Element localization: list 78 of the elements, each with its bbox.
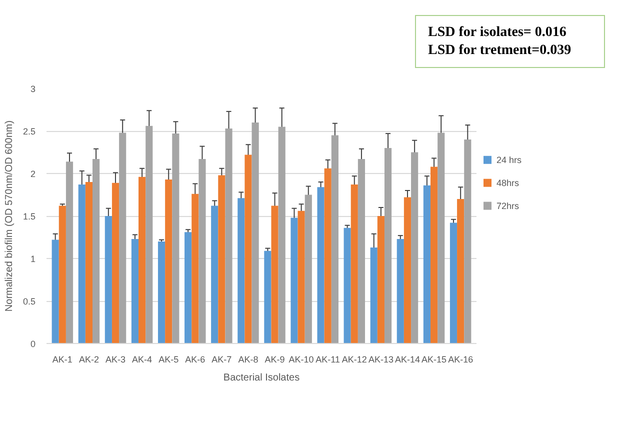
bar: [198, 159, 206, 344]
x-axis-title: Bacterial Isolates: [223, 372, 300, 384]
bar: [438, 132, 445, 344]
x-tick-label: AK-2: [78, 354, 99, 364]
bar: [290, 218, 298, 344]
text: LSD for tretment=0.039: [428, 42, 572, 58]
bar: [211, 206, 218, 344]
bar: [411, 152, 418, 344]
x-tick-label: AK-6: [185, 354, 206, 364]
x-tick-label: AK-10: [288, 354, 314, 364]
y-tick-label: 3: [30, 84, 36, 94]
bar: [331, 135, 338, 344]
bar: [78, 184, 86, 344]
bar: [131, 238, 139, 344]
bar: [423, 185, 430, 344]
bar: [119, 132, 126, 344]
bar: [85, 182, 93, 344]
bar: [317, 187, 324, 344]
bar: [350, 184, 358, 344]
bar: [324, 168, 332, 344]
bar: [165, 179, 172, 344]
bar: [384, 148, 392, 344]
bar: [192, 194, 199, 344]
x-tick-label: AK-12: [342, 354, 367, 364]
x-tick-label: AK-13: [368, 354, 394, 364]
x-tick-label: AK-15: [422, 354, 447, 364]
bar: [404, 197, 412, 344]
bar: [244, 154, 252, 344]
bar: [238, 198, 245, 344]
text: LSD for isolates= 0.016: [428, 25, 566, 40]
y-tick-label: 2.5: [22, 126, 36, 136]
x-tick-label: AK-11: [316, 354, 340, 364]
y-tick-label: 0: [30, 339, 36, 349]
y-tick-label: 1.5: [22, 212, 36, 222]
bar: [377, 216, 384, 344]
bar: [304, 194, 312, 344]
bar: [450, 222, 458, 344]
bar: [66, 162, 74, 344]
y-axis-title: Normalized biofilm (OD 570nm/OD 600nm): [4, 120, 15, 312]
bar: [252, 122, 259, 344]
bar: [172, 134, 180, 344]
bar: [344, 228, 351, 344]
bar: [138, 176, 146, 344]
legend-label: 48hrs: [496, 178, 520, 188]
y-tick-label: 0.5: [22, 296, 36, 306]
bar: [184, 232, 192, 344]
bar: [370, 247, 378, 344]
x-tick-label: AK-14: [394, 354, 420, 364]
x-tick-label: AK-8: [238, 354, 258, 364]
x-tick-label: AK-4: [132, 354, 152, 364]
bar: [457, 199, 464, 344]
bar: [58, 206, 66, 344]
bar: [430, 166, 438, 344]
bar: [264, 250, 272, 344]
bar: [52, 240, 59, 344]
bar: [464, 140, 472, 344]
x-tick-label: AK-16: [448, 354, 474, 364]
bar: [278, 126, 286, 344]
y-tick-label: 2: [30, 169, 36, 179]
bar: [218, 175, 226, 344]
bar: [158, 242, 166, 344]
bar: [104, 216, 112, 344]
x-tick-label: AK-9: [264, 354, 285, 364]
bar: [271, 206, 278, 344]
bar: [298, 210, 305, 344]
bar: [112, 182, 120, 344]
bar: [396, 238, 404, 344]
legend-label: 24 hrs: [496, 154, 522, 165]
bar: [358, 159, 366, 344]
bar: [92, 159, 100, 344]
x-tick-label: AK-3: [106, 354, 126, 364]
x-tick-label: AK-5: [158, 354, 179, 364]
bar: [146, 126, 153, 344]
x-tick-label: AK-1: [52, 354, 72, 364]
legend-label: 72hrs: [496, 200, 520, 211]
bar: [225, 128, 232, 344]
y-tick-label: 1: [30, 254, 36, 264]
x-tick-label: AK-7: [212, 354, 232, 364]
